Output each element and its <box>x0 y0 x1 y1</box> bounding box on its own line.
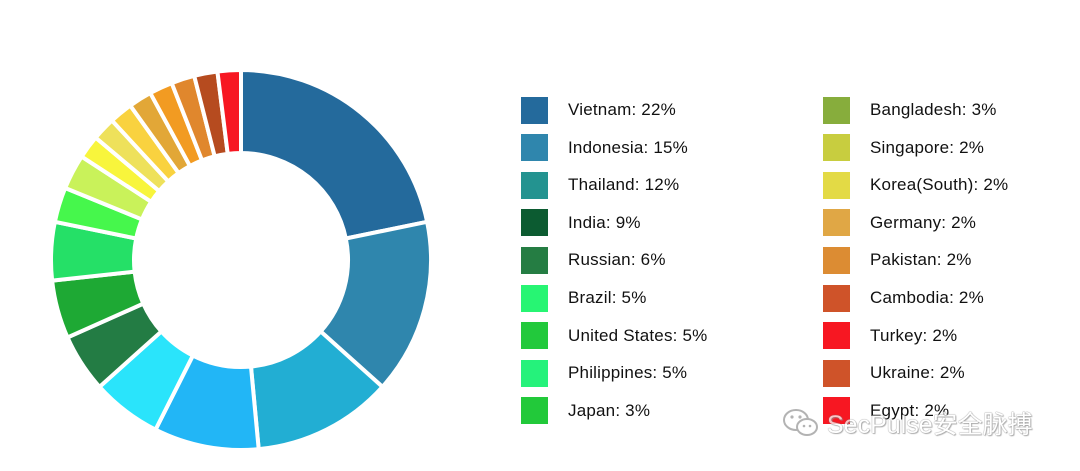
legend-swatch <box>823 134 850 162</box>
legend-swatch <box>823 284 850 312</box>
legend-swatch <box>823 246 850 274</box>
legend-swatch <box>521 134 548 162</box>
watermark: SecPulse安全脉搏 <box>781 406 1033 440</box>
legend-item-united-states: United States: 5% <box>521 322 707 350</box>
legend-label: India: 9% <box>568 212 641 232</box>
legend-swatch <box>521 96 548 124</box>
legend-swatch <box>521 322 548 350</box>
legend-item-pakistan: Pakistan: 2% <box>823 246 972 274</box>
legend-label: Germany: 2% <box>870 212 977 232</box>
legend-swatch <box>823 359 850 387</box>
legend-item-cambodia: Cambodia: 2% <box>823 284 984 312</box>
legend-item-ukraine: Ukraine: 2% <box>823 359 965 387</box>
legend-label: Russian: 6% <box>568 250 666 270</box>
legend-swatch <box>521 359 548 387</box>
legend-label: Singapore: 2% <box>870 137 985 157</box>
legend-label: Korea(South): 2% <box>870 175 1009 195</box>
legend-item-singapore: Singapore: 2% <box>823 134 984 162</box>
legend-item-germany: Germany: 2% <box>823 209 976 237</box>
legend-swatch <box>823 322 850 350</box>
slice-egypt <box>215 67 243 157</box>
legend-label: Philippines: 5% <box>568 363 688 383</box>
legend-label: Japan: 3% <box>568 400 651 420</box>
legend-item-thailand: Thailand: 12% <box>521 171 679 199</box>
legend-label: United States: 5% <box>568 325 708 345</box>
slice-vietnam <box>239 67 430 241</box>
legend-item-brazil: Brazil: 5% <box>521 284 647 312</box>
legend-swatch <box>521 171 548 199</box>
watermark-text: SecPulse安全脉搏 <box>827 411 1033 439</box>
legend-label: Indonesia: 15% <box>568 137 688 157</box>
legend-item-indonesia: Indonesia: 15% <box>521 134 688 162</box>
legend-label: Pakistan: 2% <box>870 250 972 270</box>
wechat-icon <box>783 409 818 436</box>
legend-swatch <box>823 171 850 199</box>
legend-label: Vietnam: 22% <box>568 100 676 119</box>
legend-label: Thailand: 12% <box>568 175 680 195</box>
legend-swatch <box>521 246 548 274</box>
legend-item-russian: Russian: 6% <box>521 246 666 274</box>
legend-item-egypt: Egypt: 2% <box>823 397 949 425</box>
legend-item-korea-south-: Korea(South): 2% <box>823 171 1008 199</box>
legend-item-vietnam: Vietnam: 22% <box>521 96 676 124</box>
legend-label: Egypt: 2% <box>870 400 950 420</box>
legend-swatch <box>823 397 850 425</box>
legend-label: Ukraine: 2% <box>870 363 965 383</box>
legend-swatch <box>521 397 548 425</box>
legend-label: Turkey: 2% <box>870 325 958 345</box>
legend-label: Bangladesh: 3% <box>870 100 997 119</box>
legend-item-philippines: Philippines: 5% <box>521 359 687 387</box>
legend-item-turkey: Turkey: 2% <box>823 322 957 350</box>
legend-item-india: India: 9% <box>521 209 641 237</box>
legend-item-japan: Japan: 3% <box>521 397 650 425</box>
legend-swatch <box>521 209 548 237</box>
legend-item-bangladesh: Bangladesh: 3% <box>823 96 997 124</box>
legend-swatch <box>823 209 850 237</box>
legend-swatch <box>823 96 850 124</box>
legend-label: Cambodia: 2% <box>870 288 984 307</box>
legend-swatch <box>521 284 548 312</box>
legend-label: Brazil: 5% <box>568 288 647 307</box>
